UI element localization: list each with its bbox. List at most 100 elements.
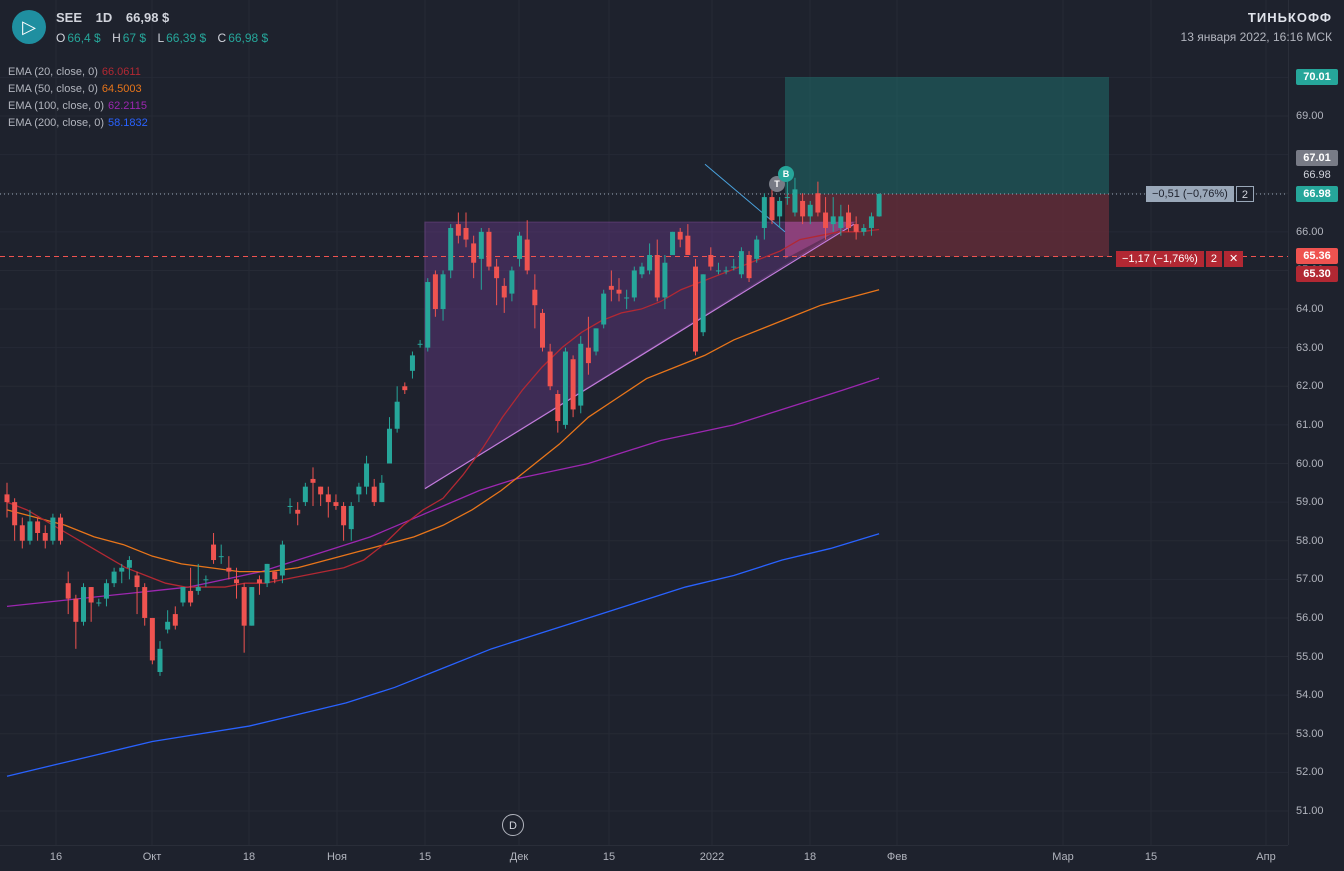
position-lower[interactable]: −1,17 (−1,76%) 2 ✕ [1116, 251, 1244, 267]
stop-price-tag: 65.30 [1296, 266, 1338, 282]
candle-body [279, 544, 285, 576]
y-tick-label: 62.00 [1296, 380, 1324, 393]
target-price-tag: 70.01 [1296, 69, 1338, 85]
x-tick-label: 15 [418, 851, 432, 863]
position-lower-qty: 2 [1205, 251, 1222, 267]
candle-body [348, 505, 354, 530]
candle-body [241, 587, 247, 626]
price-axis[interactable] [1288, 0, 1344, 845]
x-tick-label: Дек [509, 851, 529, 863]
x-tick-label: Ноя [326, 851, 348, 863]
y-tick-label: 54.00 [1296, 689, 1324, 702]
candle-body [769, 197, 775, 221]
x-tick-label: 16 [49, 851, 63, 863]
candle-body [532, 289, 538, 306]
y-tick-label: 69.00 [1296, 110, 1324, 122]
ema-100-legend[interactable]: EMA (100, close, 0) 62.2115 [8, 100, 147, 112]
candle-body [96, 602, 102, 604]
high-price-tag: 67.01 [1296, 150, 1338, 166]
ema-50-legend[interactable]: EMA (50, close, 0) 64.5003 [8, 83, 142, 95]
dividend-marker[interactable]: D [502, 814, 524, 836]
ema-200-line [6, 533, 880, 777]
candle-body [425, 282, 431, 348]
candle-body [723, 270, 729, 272]
candle-body [73, 598, 79, 622]
candle-body [578, 343, 584, 406]
candle-body [264, 563, 270, 584]
time-axis[interactable] [0, 845, 1288, 871]
candle-body [402, 386, 408, 391]
x-tick-label: Фев [886, 851, 908, 863]
candle-body [471, 243, 477, 263]
y-tick-label: 51.00 [1296, 805, 1324, 817]
ticker-symbol[interactable]: SEE [56, 10, 83, 25]
candle-body [501, 285, 507, 298]
y-tick-label: 64.00 [1296, 303, 1324, 316]
candle-body [4, 494, 10, 503]
candle-body [662, 262, 668, 298]
close-value: 66,98 $ [228, 31, 269, 45]
close-key: C [217, 31, 227, 45]
candle-body [310, 478, 316, 483]
candle-body [12, 502, 18, 526]
candle-body [861, 227, 867, 232]
candle-body [432, 274, 438, 310]
trade-marker-b[interactable]: B [778, 166, 794, 182]
close-position-icon[interactable]: ✕ [1223, 251, 1244, 267]
candle-body [731, 266, 737, 268]
candle-body [356, 486, 362, 495]
symbol-header: ▷ SEE 1D 66,98 $ O 66,4 $ H 67 $ L 66,39 $ … [12, 10, 276, 45]
open-value: 66,4 $ [67, 31, 101, 45]
ema-20-legend[interactable]: EMA (20, close, 0) 66.0611 [8, 66, 141, 78]
candle-body [256, 579, 262, 584]
x-tick-label: Окт [142, 851, 162, 863]
candle-body [601, 293, 607, 325]
candle-body [234, 579, 239, 584]
candle-body [624, 297, 630, 299]
candle-body [417, 343, 423, 345]
candle-body [677, 231, 683, 240]
candle-body [333, 502, 339, 506]
candle-body [440, 274, 446, 310]
candle-body [394, 401, 400, 429]
candle-body [195, 587, 201, 591]
candle-body [58, 517, 64, 541]
broker-logo-icon[interactable]: ▷ [12, 10, 46, 44]
position-lower-pnl: −1,17 (−1,76%) [1116, 251, 1204, 267]
stop-line-price-tag: 65.36 [1296, 248, 1338, 264]
candle-body [364, 463, 370, 487]
candle-body [318, 486, 324, 495]
candle-body [823, 212, 829, 228]
ema-200-legend[interactable]: EMA (200, close, 0) 58.1832 [8, 117, 148, 129]
candle-body [608, 285, 614, 290]
candle-body [876, 193, 882, 217]
brand-name: ТИНЬКОФФ [1247, 10, 1332, 25]
candle-body [807, 204, 813, 217]
candle-body [226, 567, 232, 572]
position-upper[interactable]: −0,51 (−0,76%) 2 [1146, 186, 1254, 202]
x-tick-label: 15 [1144, 851, 1158, 863]
interval-label[interactable]: 1D [95, 10, 113, 25]
candle-body [639, 266, 645, 275]
candle-body [830, 216, 836, 225]
candle-body [203, 579, 209, 581]
candle-body [486, 231, 492, 267]
y-tick-label: 57.00 [1296, 573, 1324, 586]
x-tick-label: 2022 [699, 851, 725, 863]
low-value: 66,39 $ [166, 31, 207, 45]
candle-body [593, 328, 599, 352]
y-tick-label: 60.00 [1296, 457, 1324, 470]
candle-body [585, 347, 591, 364]
candle-body [172, 614, 178, 626]
x-tick-label: 15 [602, 851, 616, 863]
y-tick-label: 55.00 [1296, 650, 1324, 663]
candle-body [272, 571, 278, 580]
candle-body [188, 590, 194, 603]
candle-body [693, 266, 698, 352]
candle-body [88, 587, 94, 603]
candle-body [65, 583, 71, 599]
candle-body [387, 428, 392, 464]
candle-body [249, 587, 255, 626]
candle-body [371, 486, 377, 503]
